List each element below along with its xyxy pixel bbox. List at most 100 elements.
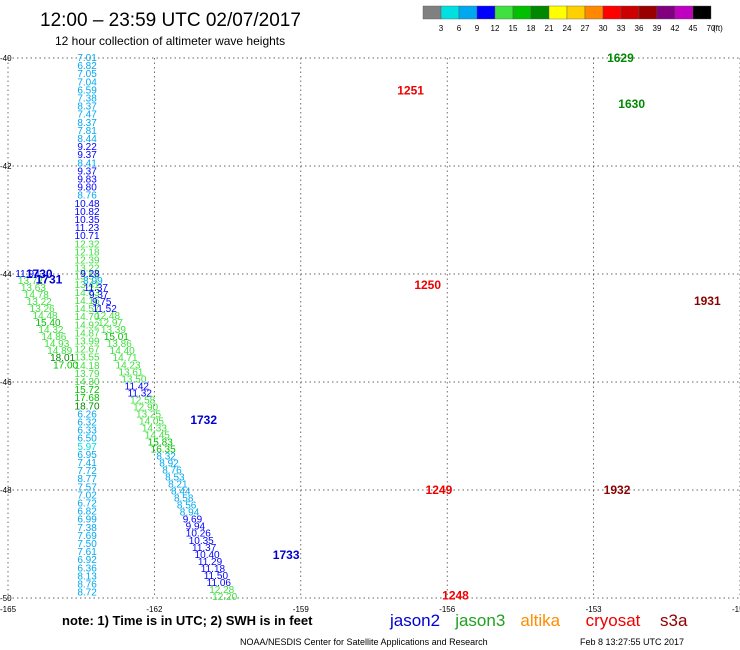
swh-value: 16.35 xyxy=(151,445,176,456)
swh-value: 10.40 xyxy=(195,550,220,561)
swh-value: 8.56 xyxy=(177,501,197,512)
footer-credit: NOAA/NESDIS Center for Satellite Applica… xyxy=(240,637,488,647)
swh-value: 9.22 xyxy=(77,142,97,153)
track-time-label: 1730 xyxy=(26,267,53,281)
swh-value: 15.40 xyxy=(36,318,61,329)
swh-value: 9.69 xyxy=(183,515,203,526)
colorbar-label: 45 xyxy=(689,24,698,33)
grid xyxy=(7,57,740,599)
swh-value: 12.20 xyxy=(212,592,237,603)
swh-value: 14.30 xyxy=(75,377,100,388)
swh-value: 7.05 xyxy=(77,69,97,80)
swh-value: 8.76 xyxy=(162,466,182,477)
swh-value: 7.72 xyxy=(77,466,97,477)
colorbar-swatch xyxy=(602,5,622,20)
track-time-label: 1248 xyxy=(442,588,469,602)
swh-value: 8.32 xyxy=(156,452,176,463)
swh-value: 18.01 xyxy=(50,353,75,364)
colorbar-label: 3 xyxy=(439,24,444,33)
swh-value: 17.00 xyxy=(53,360,78,371)
swh-value: 10.35 xyxy=(75,215,100,226)
colorbar-label: 27 xyxy=(581,24,590,33)
colorbar-label: 36 xyxy=(635,24,644,33)
swh-value: 13.25 xyxy=(136,409,161,420)
colorbar-label: 42 xyxy=(671,24,680,33)
swh-value: 11.50 xyxy=(204,571,229,582)
swh-value: 7.41 xyxy=(77,458,97,469)
colorbar-swatch xyxy=(638,5,658,20)
y-tick-label: -40 xyxy=(0,54,12,63)
legend-jason2: jason2 xyxy=(389,611,440,630)
swh-value: 6.82 xyxy=(77,61,97,72)
swh-value: 14.86 xyxy=(41,332,66,343)
track-time-label: 1630 xyxy=(618,97,645,111)
legend-jason3: jason3 xyxy=(454,611,505,630)
colorbar-label: 21 xyxy=(545,24,554,33)
track-time-label: 1731 xyxy=(36,272,63,286)
swh-value: 7.61 xyxy=(77,547,97,558)
swh-value: 13.22 xyxy=(75,264,100,275)
swh-value: 9.94 xyxy=(186,522,206,533)
swh-value: 13.41 xyxy=(75,280,100,291)
swh-value: 6.50 xyxy=(77,434,97,445)
swh-value: 15.01 xyxy=(104,332,129,343)
swh-value: 9.83 xyxy=(77,175,97,186)
swh-value: 11.32 xyxy=(128,388,153,399)
colorbar-swatch xyxy=(494,5,514,20)
swh-value: 13.86 xyxy=(107,339,132,350)
swh-value: 14.71 xyxy=(113,353,138,364)
swh-value: 8.92 xyxy=(159,459,179,470)
footer-timestamp: Feb 8 13:27:55 UTC 2017 xyxy=(580,637,684,647)
data-points: 7.016.827.057.046.597.388.377.478.377.81… xyxy=(15,53,237,603)
colorbar-label: 30 xyxy=(599,24,608,33)
y-tick-label: -42 xyxy=(0,162,12,171)
swh-value: 11.94 xyxy=(15,269,40,280)
swh-value: 7.50 xyxy=(77,539,97,550)
colorbar-label: 15 xyxy=(509,24,518,33)
swh-value: 11.42 xyxy=(125,381,150,392)
swh-value: 13.39 xyxy=(101,325,126,336)
y-tick-label: -50 xyxy=(0,594,12,603)
swh-value: 11.06 xyxy=(207,578,232,589)
legend-cryosat: cryosat xyxy=(586,611,641,630)
track-time-label: 1931 xyxy=(694,294,721,308)
track-time-label: 1249 xyxy=(426,483,453,497)
swh-value: 11.52 xyxy=(92,304,117,315)
x-tick-label: -156 xyxy=(439,605,456,614)
swh-value: 8.94 xyxy=(180,508,200,519)
swh-value: 18.70 xyxy=(75,401,100,412)
swh-value: 6.36 xyxy=(77,563,97,574)
swh-value: 12.18 xyxy=(75,247,100,258)
colorbar-swatch xyxy=(692,5,712,20)
swh-value: 8.99 xyxy=(83,276,103,287)
swh-value: 10.35 xyxy=(189,536,214,547)
colorbar-unit: (ft) xyxy=(713,24,723,33)
x-tick-label: -150 xyxy=(732,605,740,614)
swh-value: 8.76 xyxy=(77,580,97,591)
colorbar-swatch xyxy=(512,5,532,20)
colorbar-label: 70 xyxy=(707,24,716,33)
colorbar-swatch xyxy=(548,5,568,20)
swh-value: 7.57 xyxy=(77,482,97,493)
footer-note: note: 1) Time is in UTC; 2) SWH is in fe… xyxy=(62,613,313,628)
swh-value: 6.92 xyxy=(77,555,97,566)
colorbar-label: 9 xyxy=(475,24,480,33)
swh-value: 10.82 xyxy=(75,207,100,218)
colorbar-swatch xyxy=(656,5,676,20)
y-tick-label: -48 xyxy=(0,486,12,495)
swh-value: 14.18 xyxy=(75,361,100,372)
swh-value: 11.37 xyxy=(84,283,109,294)
swh-value: 13.99 xyxy=(75,337,100,348)
swh-value: 8.37 xyxy=(77,118,97,129)
swh-value: 14.16 xyxy=(75,296,100,307)
swh-value: 17.68 xyxy=(75,393,100,404)
x-tick-label: -162 xyxy=(146,605,163,614)
swh-value: 9.37 xyxy=(77,150,97,161)
swh-value: 12.28 xyxy=(209,585,234,596)
swh-value: 8.21 xyxy=(168,480,188,491)
swh-value: 10.48 xyxy=(75,199,100,210)
swh-value: 9.37 xyxy=(89,290,109,301)
swh-value: 15.72 xyxy=(75,385,100,396)
track-time-label: 1250 xyxy=(414,278,441,292)
swh-value: 13.55 xyxy=(75,353,100,364)
